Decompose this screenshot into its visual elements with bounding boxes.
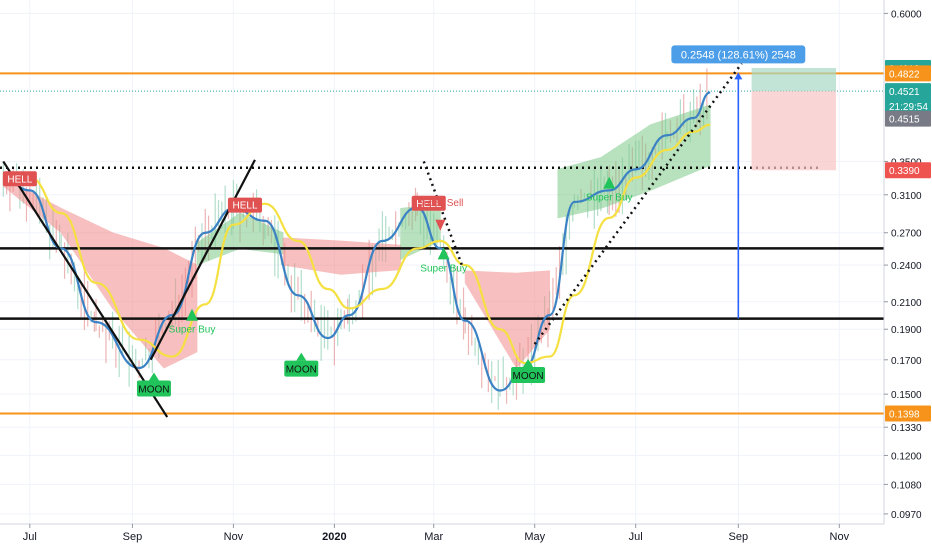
y-tick-label: 0.1330 [891, 423, 922, 434]
moon-arrow-icon [296, 352, 307, 361]
super-sell-label: Super Sell [417, 198, 463, 209]
position-box[interactable] [751, 68, 836, 92]
price-axis-background [884, 0, 932, 550]
y-tick-label: 0.2400 [891, 261, 922, 272]
trendline[interactable] [149, 159, 256, 361]
price-badge [885, 83, 931, 100]
measure-label: 0.2548 (128.61%) 2548 [681, 49, 796, 61]
moon-signal-box [284, 360, 319, 377]
price-badge [885, 405, 931, 422]
hell-signal-box [228, 197, 263, 213]
y-tick-label: 0.0970 [891, 510, 922, 521]
y-tick-label: 0.1200 [891, 451, 922, 462]
trendline-layer [2, 62, 743, 418]
price-badge [885, 110, 931, 127]
moon-signal-label: MOON [138, 384, 169, 395]
hell-signal-box [2, 171, 37, 187]
measure-layer: 0.2548 (128.61%) 2548 [671, 45, 806, 319]
price-badge [885, 65, 931, 82]
trendline[interactable] [422, 161, 464, 266]
y-tick-label: 0.2100 [891, 298, 922, 309]
buy-arrow-icon [186, 308, 199, 321]
x-tick-label: May [524, 531, 545, 543]
y-tick-label: 0.2700 [891, 229, 922, 240]
price-badge-label: 0.1398 [889, 410, 920, 421]
trendline[interactable] [533, 62, 743, 345]
hell-signal-label: HELL [416, 199, 441, 210]
time-axis-background [0, 524, 932, 550]
x-tick-label: Mar [424, 531, 443, 543]
x-tick-label: Nov [224, 531, 244, 543]
price-badge [885, 98, 931, 115]
position-box-layer [751, 68, 836, 171]
super-buy-label: Super Buy [420, 263, 467, 274]
y-tick-label: 0.1080 [891, 480, 922, 491]
measure-label-box [671, 45, 806, 64]
hell-signal-box [411, 195, 446, 211]
price-badge-label: 0.4515 [889, 115, 920, 126]
moon-signal-label: MOON [286, 365, 317, 376]
super-buy-label: Super Buy [586, 193, 633, 204]
x-tick-label: 2020 [322, 531, 346, 543]
y-tick-label: 0.1900 [891, 325, 922, 336]
price-badge-label: 0.4521 [889, 87, 920, 98]
moon-arrow-icon [148, 372, 159, 381]
position-box[interactable] [751, 91, 836, 171]
hell-signal-label: HELL [232, 201, 257, 212]
x-tick-label: Sep [729, 531, 749, 543]
moon-signal-box [136, 380, 171, 397]
series-line[interactable] [3, 123, 711, 365]
sell-arrow-icon [435, 219, 446, 231]
trendline[interactable] [2, 160, 169, 418]
x-tick-label: Nov [830, 531, 850, 543]
moon-signal-box [511, 367, 546, 384]
moon-signal-label: MOON [513, 371, 544, 382]
x-tick-label: Sep [123, 531, 143, 543]
cloud-band [2, 176, 198, 369]
price-badge-label: 0.4822 [889, 69, 920, 80]
hell-signal-label: HELL [7, 174, 32, 185]
price-badge-label: 0.3390 [889, 166, 920, 177]
y-tick-label: 0.1700 [891, 356, 922, 367]
y-tick-label: 0.6000 [891, 9, 922, 20]
moon-arrow-icon [523, 359, 534, 368]
y-tick-label: 0.1500 [891, 390, 922, 401]
y-tick-label: 0.3100 [891, 191, 922, 202]
x-tick-label: Jul [629, 531, 643, 543]
super-buy-label: Super Buy [169, 325, 216, 336]
x-tick-label: Jul [23, 531, 37, 543]
price-badge [885, 162, 931, 179]
measure-arrow-icon [734, 72, 743, 80]
buy-arrow-icon [437, 247, 450, 260]
price-badge-label: 21:29:54 [889, 102, 928, 113]
buy-arrow-icon [603, 176, 616, 189]
